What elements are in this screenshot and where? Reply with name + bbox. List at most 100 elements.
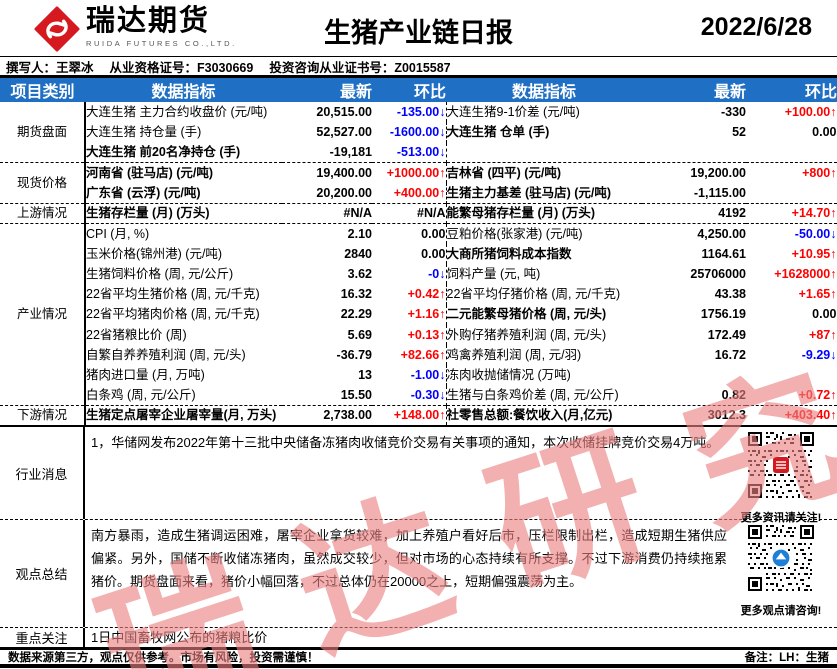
- indicator-cell: 饲料产量 (元, 吨): [445, 264, 642, 285]
- category-cell-futures: 期货盘面: [0, 102, 86, 163]
- indicator-cell: 大连生猪9-1价差 (元/吨): [445, 102, 642, 123]
- latest-value: 2.10: [282, 222, 372, 244]
- change-value: #N/A: [372, 202, 446, 224]
- category-cell-spot: 现货价格: [0, 162, 86, 204]
- col-header-indicator-left: 数据指标: [85, 78, 282, 102]
- category-cell-industry: 产业情况: [0, 222, 86, 406]
- qr-code-opinion-icon: [748, 525, 814, 591]
- summary-section: 观点总结 南方暴雨，造成生猪调运困难，屠宰企业拿货较难，加上养殖户看好后市，压栏…: [0, 519, 837, 627]
- license-number: 从业资格证号：F3030669: [109, 60, 254, 75]
- latest-value: 5.69: [347, 327, 372, 342]
- change-value: +148.00↑: [372, 405, 446, 428]
- latest-value: 3012.3: [642, 405, 746, 428]
- change-value: -9.29↓: [746, 345, 837, 366]
- news-qr-caption: 更多资讯请关注!: [740, 511, 822, 524]
- latest-value: 3.62: [347, 266, 372, 281]
- latest-value: [642, 365, 746, 385]
- author-name: 撰写人：王翠冰: [6, 60, 94, 75]
- latest-value: -330: [720, 104, 746, 119]
- change-value: +14.70↑: [746, 202, 837, 224]
- change-value: -135.00↓: [396, 104, 446, 119]
- indicator-cell: 广东省 (云浮) (元/吨): [86, 185, 201, 200]
- data-table: 项目类别 数据指标 最新 环比 数据指标 最新 环比 期货盘面 大连生猪 主力合…: [0, 78, 837, 428]
- indicator-cell: 生猪定点屠宰企业屠宰量(月, 万头): [85, 405, 282, 428]
- change-value: +0.13↑: [407, 327, 446, 342]
- company-logo: 瑞达期货 RUIDA FUTURES CO.,LTD.: [34, 5, 237, 52]
- indicator-cell: 能繁母猪存栏量 (月) (万头): [445, 202, 642, 224]
- summary-text: 南方暴雨，造成生猪调运困难，屠宰企业拿货较难，加上养殖户看好后市，压栏限制出栏，…: [91, 528, 727, 589]
- indicator-cell: 22省平均生猪价格 (周, 元/千克): [86, 287, 260, 302]
- indicator-cell: 22省平均猪肉价格 (周, 元/千克): [86, 307, 260, 322]
- latest-value: 16.72: [714, 347, 746, 362]
- category-cell-downstream: 下游情况: [0, 405, 86, 428]
- latest-value: 1756.19: [700, 307, 746, 322]
- latest-value: 13: [358, 368, 372, 383]
- change-value: +1000.00↑: [372, 162, 446, 183]
- table-row: 大连生猪 前20名净持仓 (手) -19,181 -513.00↓: [0, 142, 837, 163]
- latest-value: [642, 143, 746, 163]
- indicator-cell: 二元能繁母猪价格 (周, 元/头): [445, 304, 642, 325]
- category-cell-upstream: 上游情况: [0, 202, 86, 224]
- indicator-cell: 社零售总额:餐饮收入(月,亿元): [445, 405, 642, 428]
- indicator-cell: 生猪存栏量 (月) (万头): [85, 202, 282, 224]
- company-subtitle: RUIDA FUTURES CO.,LTD.: [86, 38, 237, 48]
- table-row: 生猪饲料价格 (周, 元/公斤) 3.62 -0↓ 饲料产量 (元, 吨) 25…: [0, 264, 837, 285]
- news-qr-block: 更多资讯请关注!: [735, 432, 827, 528]
- focus-text: 1日中国畜牧网公布的猪粮比价: [91, 630, 268, 645]
- change-value: 0.00: [421, 246, 446, 261]
- indicator-cell: [445, 142, 642, 163]
- indicator-cell: 白条鸡 (周, 元/公斤): [86, 388, 196, 403]
- change-value: +10.95↑: [746, 243, 837, 264]
- summary-qr-block: 更多观点请咨询!: [735, 525, 827, 621]
- table-row: 自繁自养养殖利润 (周, 元/头) -36.79 +82.66↑ 鸡禽养殖利润 …: [0, 345, 837, 366]
- report-header: 瑞达期货 RUIDA FUTURES CO.,LTD. 生猪产业链日报 2022…: [0, 0, 837, 57]
- advisory-number: 投资咨询从业证书号：Z0015587: [269, 60, 451, 75]
- table-row: 广东省 (云浮) (元/吨) 20,200.00 +400.00↑ 生猪主力基差…: [0, 183, 837, 204]
- section-label-focus: 重点关注: [0, 628, 85, 647]
- table-row: 22省平均猪肉价格 (周, 元/千克) 22.29 +1.16↑ 二元能繁母猪价…: [0, 304, 837, 325]
- latest-value: 1164.61: [701, 246, 747, 261]
- change-value: -0.30↓: [410, 388, 446, 403]
- latest-value: 2840: [344, 246, 372, 261]
- company-name: 瑞达期货: [86, 5, 211, 37]
- change-value: -513.00↓: [396, 145, 446, 160]
- table-row: 现货价格 河南省 (驻马店) (元/吨) 19,400.00 +1000.00↑…: [0, 162, 837, 204]
- latest-value: 20,515.00: [316, 104, 372, 119]
- footer-disclaimer: 数据来源第三方，观点仅供参考。市场有风险，投资需谨慎！: [8, 652, 319, 664]
- indicator-cell: 大连生猪 主力合约收盘价 (元/吨): [86, 104, 268, 119]
- table-header-row: 项目类别 数据指标 最新 环比 数据指标 最新 环比: [0, 78, 837, 102]
- summary-content: 南方暴雨，造成生猪调运困难，屠宰企业拿货较难，加上养殖户看好后市，压栏限制出栏，…: [85, 520, 837, 627]
- indicator-cell: 玉米价格(锦州港) (元/吨): [86, 246, 223, 261]
- latest-value: -1,115.00: [693, 185, 746, 200]
- table-row: 猪肉进口量 (月, 万吨) 13 -1.00↓ 冻肉收抛储情况 (万吨): [0, 365, 837, 386]
- indicator-cell: 生猪饲料价格 (周, 元/公斤): [86, 266, 234, 281]
- col-header-indicator-right: 数据指标: [446, 78, 642, 102]
- col-header-change-right: 环比: [746, 78, 837, 102]
- summary-qr-caption: 更多观点请咨询!: [740, 604, 822, 617]
- col-header-latest-right: 最新: [642, 78, 746, 102]
- change-value: [746, 365, 837, 386]
- indicator-cell: 冻肉收抛储情况 (万吨): [445, 365, 642, 386]
- indicator-cell: 吉林省 (四平) (元/吨): [445, 162, 642, 183]
- col-header-change-left: 环比: [372, 78, 446, 102]
- latest-value: -19,181: [329, 145, 372, 160]
- change-value: -1600.00↓: [389, 125, 446, 140]
- ruida-logo-icon: [34, 6, 80, 52]
- table-row: 大连生猪 持仓量 (手) 52,527.00 -1600.00↓ 大连生猪 仓单…: [0, 122, 837, 143]
- news-content: 1，华储网发布2022年第十三批中央储备冻猪肉收储竞价交易有关事项的通知，本次收…: [85, 427, 837, 524]
- latest-value: 25706000: [690, 266, 746, 281]
- table-row: 22省猪粮比价 (周) 5.69 +0.13↑ 外购仔猪养殖利润 (周, 元/头…: [0, 324, 837, 345]
- indicator-cell: 猪肉进口量 (月, 万吨): [86, 368, 205, 383]
- change-value: -1.00↓: [410, 368, 446, 383]
- change-value: -50.00↓: [746, 222, 837, 244]
- change-value: [746, 142, 837, 163]
- indicator-cell: 豆粕价格(张家港) (元/吨): [445, 222, 642, 244]
- change-value: +0.42↑: [407, 287, 446, 302]
- change-value: +1628000↑: [746, 264, 837, 285]
- change-value: 0.00: [372, 222, 446, 244]
- change-value: +400.00↑: [393, 185, 446, 200]
- col-header-latest-left: 最新: [282, 78, 372, 102]
- indicator-cell: 鸡禽养殖利润 (周, 元/羽): [445, 345, 642, 366]
- latest-value: #N/A: [282, 202, 372, 224]
